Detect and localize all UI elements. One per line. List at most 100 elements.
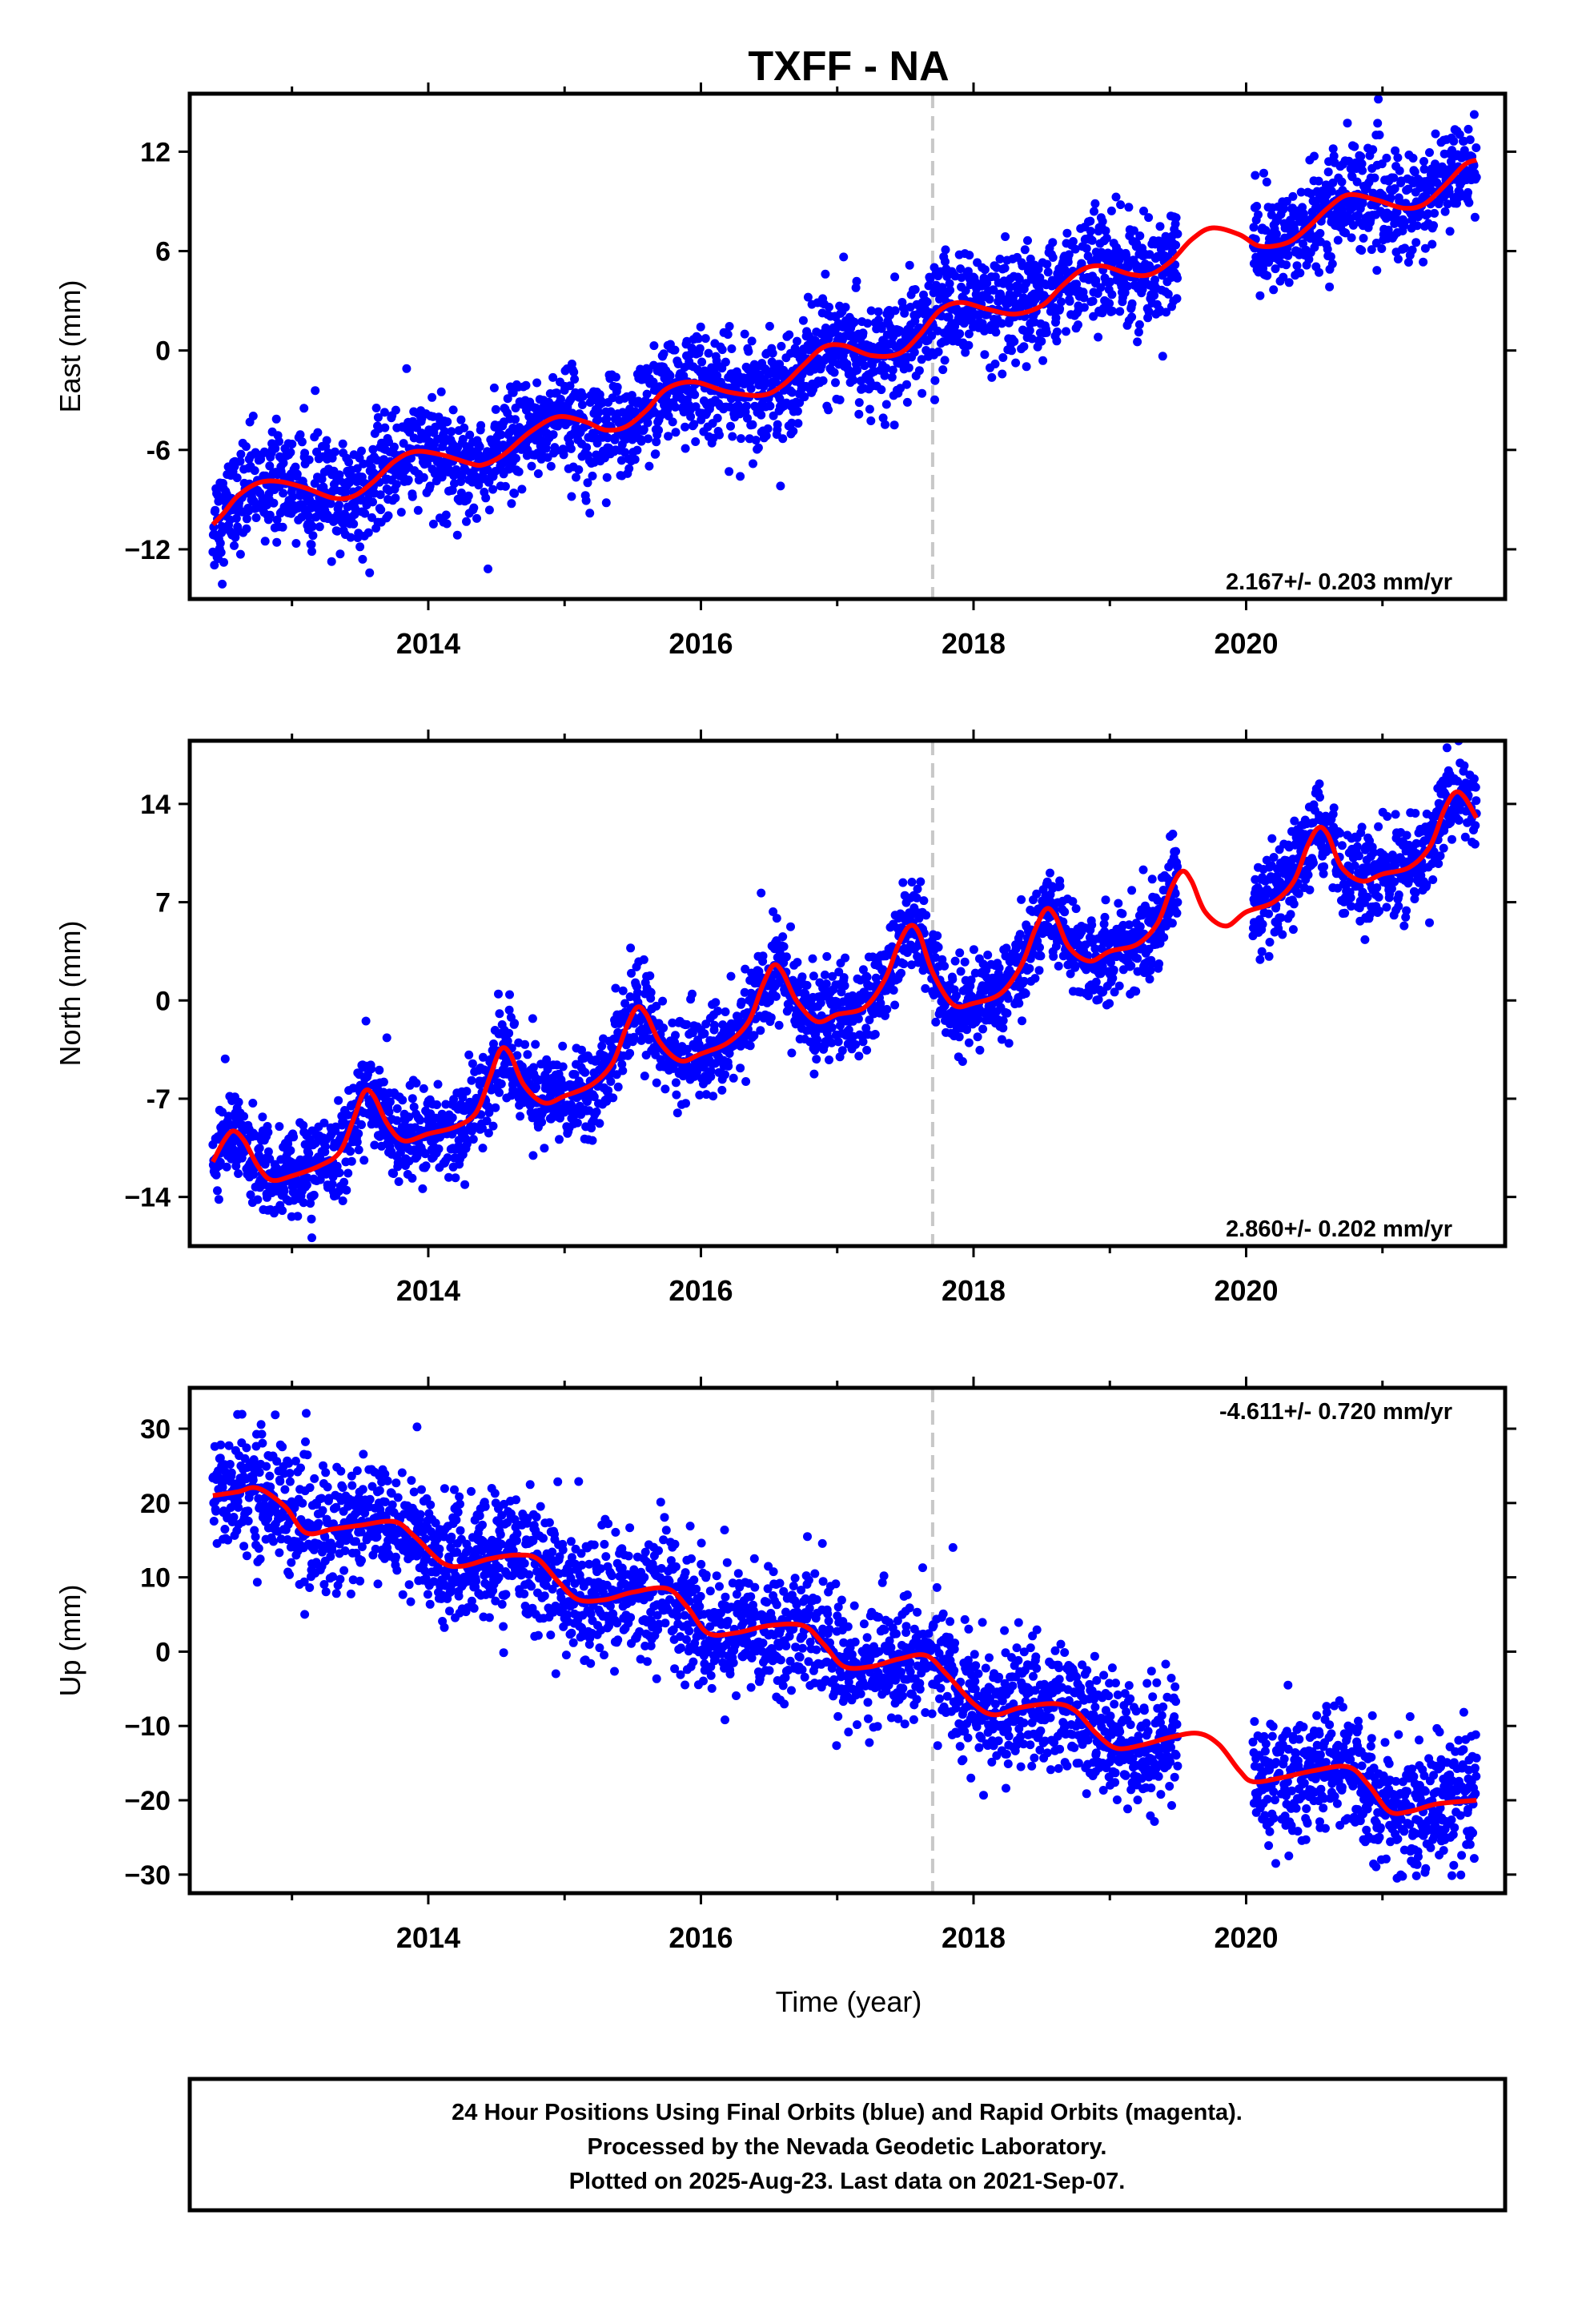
east-data-point [436,387,446,396]
north-data-point [1018,1016,1026,1026]
east-data-point [1431,129,1440,139]
east-data-point [1375,131,1384,139]
east-data-point [1326,252,1335,261]
east-data-point [887,372,897,382]
north-data-point [952,991,961,1000]
east-data-point [272,515,282,525]
east-data-point [595,390,604,400]
north-data-point [604,1086,613,1096]
east-data-point [456,415,466,424]
east-data-point [258,493,267,503]
east-data-point [1107,306,1117,316]
north-data-point [902,948,912,957]
east-data-point [500,481,510,491]
east-data-point [632,445,642,455]
north-data-point [255,1144,264,1153]
east-data-point [793,407,802,416]
east-data-point [1252,202,1262,211]
east-data-point [1102,233,1111,243]
east-data-point [853,365,861,375]
east-data-point [636,436,646,446]
east-data-point [873,307,883,316]
east-data-point [757,410,766,420]
east-data-point [997,319,1006,328]
east-data-point [1371,239,1381,247]
north-ytick-label: -7 [147,1084,171,1115]
north-data-point [1021,989,1030,999]
north-data-point [248,1099,258,1108]
east-data-point [1070,244,1080,254]
north-data-point [528,1063,538,1072]
east-data-point [1455,130,1464,139]
east-data-point [691,437,701,446]
north-data-point [505,990,514,999]
north-data-point [862,972,872,982]
north-data-point [416,1116,425,1125]
north-data-point [491,1103,500,1112]
east-data-point [946,285,955,295]
east-data-point [577,400,587,409]
east-data-point [854,398,864,408]
east-data-point [396,508,406,517]
east-data-point [251,513,261,522]
north-data-point [580,1068,590,1077]
east-data-point [1055,304,1065,314]
east-data-point [1064,250,1074,259]
north-data-point [626,943,636,953]
east-data-point [687,344,697,352]
north-data-point [964,1038,974,1047]
east-data-point [1282,260,1291,270]
north-data-point [778,932,788,942]
north-data-point [253,1195,263,1204]
east-data-point [737,434,745,444]
north-data-point [335,1168,344,1177]
east-data-point [441,510,451,520]
east-data-point [503,394,512,404]
north-data-point [808,954,817,963]
north-data-point [724,1061,733,1071]
east-ytick-label: -6 [147,436,171,466]
east-data-point [987,372,997,382]
east-data-point [945,279,954,288]
north-xtick-label: 2018 [942,1274,1006,1307]
east-data-point [452,530,462,540]
east-data-point [934,347,943,356]
east-data-point [248,412,258,420]
east-data-point [448,405,458,415]
east-data-point [581,496,591,505]
east-data-point [1254,210,1263,219]
east-data-point [1445,227,1455,236]
east-data-point [787,388,797,397]
north-data-point [478,1052,488,1062]
east-data-point [743,413,752,423]
east-data-point [785,330,794,340]
east-data-point [1350,142,1359,151]
north-data-point [809,1069,819,1079]
north-data-point [645,971,655,980]
east-data-point [312,447,321,456]
east-data-point [413,505,423,515]
north-data-point [726,971,736,981]
east-data-point [671,428,681,437]
east-data-point [488,485,498,494]
east-data-point [1129,226,1138,235]
east-data-point [527,461,536,471]
east-data-point [964,340,974,350]
east-data-point [1048,238,1058,247]
north-data-point [420,1149,430,1159]
east-data-point [211,505,220,515]
east-data-point [368,444,378,454]
east-data-point [881,400,891,409]
north-data-point [289,1132,299,1142]
east-data-point [1395,166,1404,175]
north-data-point [299,1198,308,1208]
east-data-point [1343,119,1352,128]
north-data-point [966,975,976,985]
north-data-point [279,1186,289,1196]
north-data-point [627,968,636,978]
east-data-point [1314,176,1323,186]
north-data-point [319,1118,329,1128]
east-scatter-points [208,94,1481,589]
north-data-point [444,1172,453,1182]
